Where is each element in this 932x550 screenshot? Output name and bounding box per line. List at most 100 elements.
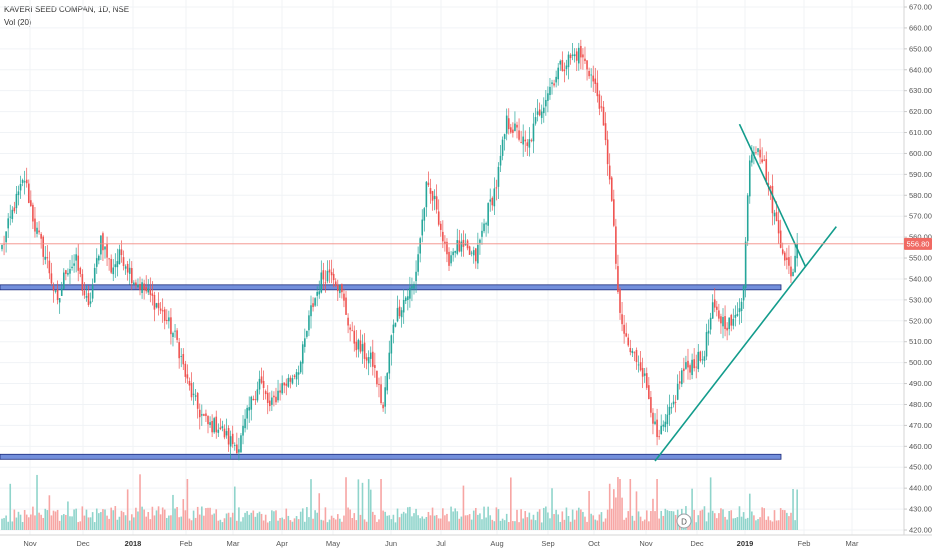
- x-tick-label: 2018: [125, 539, 142, 548]
- volume-bar: [27, 517, 30, 530]
- volume-bar: [495, 507, 498, 530]
- candle-body: [633, 352, 636, 354]
- volume-bar: [604, 518, 607, 530]
- candle-body: [46, 257, 49, 259]
- candle-body: [196, 393, 199, 409]
- volume-bar: [36, 474, 38, 530]
- volume-bar: [336, 514, 339, 530]
- candle-body: [407, 296, 409, 301]
- volume-bar: [716, 518, 718, 530]
- volume-bar: [122, 512, 125, 530]
- volume-bar: [322, 520, 325, 530]
- volume-bar: [339, 518, 341, 530]
- volume-bar: [615, 497, 617, 530]
- volume-bar: [133, 517, 135, 530]
- candle-body: [487, 203, 489, 226]
- candle-body: [707, 330, 710, 334]
- candle-body: [203, 414, 205, 416]
- candle-body: [427, 182, 430, 186]
- candle-body: [118, 249, 121, 265]
- volume-bar: [530, 519, 533, 530]
- volume-bar: [528, 512, 531, 530]
- volume-bar: [178, 517, 180, 530]
- candle-body: [250, 396, 253, 410]
- candle-body: [7, 218, 9, 229]
- candle-body: [139, 283, 141, 290]
- volume-bar: [211, 514, 213, 530]
- volume-bar: [407, 507, 409, 530]
- candle-body: [367, 357, 370, 364]
- candle-body: [207, 415, 209, 425]
- trendline[interactable]: [738, 123, 807, 267]
- candle-body: [332, 273, 335, 281]
- candle-body: [301, 344, 304, 364]
- dividend-marker-group[interactable]: D: [676, 513, 692, 529]
- volume-bar: [431, 507, 434, 530]
- y-tick-label: 620.00: [909, 107, 932, 116]
- volume-bar: [81, 506, 84, 530]
- volume-bar: [575, 510, 578, 530]
- candle-body: [135, 282, 137, 285]
- candle-body: [779, 230, 782, 248]
- candle-body: [695, 366, 698, 368]
- candle-body: [236, 444, 238, 454]
- candle-body: [567, 54, 570, 68]
- volume-bar: [332, 517, 335, 530]
- volume-bar: [334, 519, 337, 530]
- candle-body: [596, 82, 599, 97]
- candle-body: [439, 223, 442, 230]
- candle-body: [279, 390, 281, 393]
- x-tick-label: Feb: [798, 539, 811, 548]
- candle-body: [38, 230, 40, 233]
- candle-body: [621, 314, 623, 325]
- volume-bar: [561, 511, 564, 530]
- volume-bar: [384, 511, 386, 530]
- candle-body: [153, 295, 156, 310]
- trendline[interactable]: [654, 226, 837, 462]
- candle-body: [5, 231, 7, 243]
- candle-body: [91, 285, 94, 299]
- volume-bar: [231, 512, 234, 530]
- volume-bar: [672, 511, 675, 530]
- candle-body: [213, 418, 215, 433]
- volume-bar: [666, 510, 669, 530]
- y-tick-label: 560.00: [909, 233, 932, 242]
- candle-body: [594, 78, 597, 84]
- volume-bar: [380, 479, 382, 530]
- candle-body: [25, 179, 28, 184]
- candle-body: [87, 293, 90, 306]
- volume-bar: [444, 515, 446, 530]
- candle-body: [40, 233, 42, 239]
- candle-body: [681, 370, 683, 385]
- volume-bar: [186, 479, 189, 530]
- candle-body: [755, 152, 757, 154]
- volume-bar: [788, 516, 790, 530]
- x-tick-label: Nov: [639, 539, 653, 548]
- candle-body: [437, 211, 440, 225]
- volume-bar: [355, 520, 358, 530]
- candle-body: [442, 231, 444, 242]
- candle-body: [660, 425, 662, 435]
- volume-bar: [448, 521, 450, 530]
- volume-bar: [293, 518, 296, 530]
- candle-body: [582, 54, 584, 58]
- dividend-marker[interactable]: [676, 513, 692, 529]
- candle-body: [27, 183, 30, 203]
- volume-bar: [769, 520, 772, 530]
- volume-bar: [650, 511, 652, 530]
- candle-body: [254, 399, 257, 400]
- candle-body: [176, 330, 178, 340]
- candle-body: [547, 93, 549, 101]
- candle-body: [507, 118, 510, 130]
- support-zone[interactable]: [0, 453, 782, 460]
- candle-body: [42, 236, 44, 257]
- candle-body: [588, 70, 590, 77]
- volume-bar: [233, 486, 236, 530]
- volume-bar: [553, 514, 555, 530]
- candle-body: [431, 191, 434, 201]
- volume-bar: [718, 513, 720, 530]
- support-zone[interactable]: [0, 284, 782, 291]
- volume-bar: [481, 519, 483, 530]
- y-tick-label: 590.00: [909, 170, 932, 179]
